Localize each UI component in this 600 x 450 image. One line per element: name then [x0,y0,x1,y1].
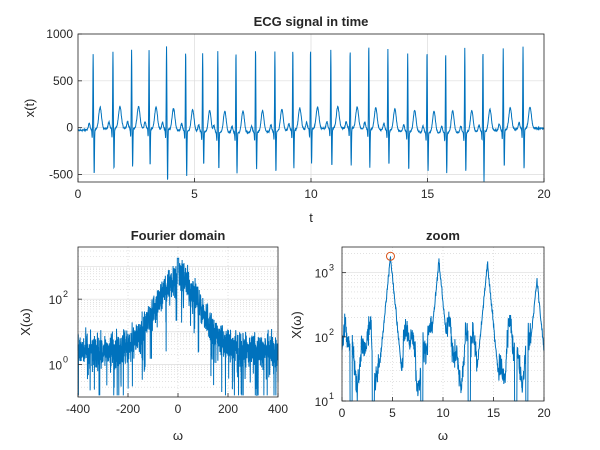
ecg-signal-line [77,46,545,182]
ecg-xtick-label: 20 [537,187,551,201]
ecg-ytick-label: 1000 [46,27,73,41]
ecg-ylabel: x(t) [22,99,37,118]
fourier-xtick-label: 400 [268,402,288,416]
zoom-xtick-label: 5 [389,406,396,420]
fourier-title: Fourier domain [131,228,226,243]
ecg-xtick-label: 0 [75,187,82,201]
zoom-ylabel: X(ω) [289,311,304,338]
zoom-xlabel: ω [438,428,448,443]
fourier-xtick-label: 0 [175,402,182,416]
zoom-ytick-label: 10 [315,267,329,281]
zoom-ytick-label: 10 [315,331,329,345]
zoom-xtick-label: 20 [537,406,551,420]
zoom-ytick-exponent: 1 [329,391,334,401]
zoom-xtick-label: 10 [436,406,450,420]
fourier-ylabel: X(ω) [18,308,33,335]
fourier-xtick-label: 200 [218,402,238,416]
ecg-xtick-label: 5 [191,187,198,201]
fourier-xtick-label: -200 [116,402,140,416]
fourier-xtick-label: -400 [66,402,90,416]
ecg-ytick-label: 0 [66,121,73,135]
fourier-ytick-label: 10 [49,358,63,372]
ecg-xtick-label: 10 [304,187,318,201]
zoom-xtick-label: 0 [339,406,346,420]
zoom-spectrum-line [341,256,545,402]
zoom-ytick-label: 10 [315,395,329,409]
ecg-ytick-label: -500 [49,168,73,182]
fourier-ytick-exponent: 0 [63,354,68,364]
fourier-xlabel: ω [173,428,183,443]
fourier-ytick-exponent: 2 [63,289,68,299]
zoom-ytick-exponent: 3 [329,263,334,273]
fourier-spectrum-line [77,257,279,396]
ecg-xlabel: t [309,210,313,225]
fourier-ytick-label: 10 [49,293,63,307]
peak-marker [385,251,395,261]
ecg-title: ECG signal in time [254,14,369,29]
zoom-xtick-label: 15 [487,406,501,420]
zoom-ytick-exponent: 2 [329,327,334,337]
ecg-xtick-label: 15 [421,187,435,201]
ecg-ytick-label: 500 [53,74,73,88]
zoom-title: zoom [426,228,460,243]
